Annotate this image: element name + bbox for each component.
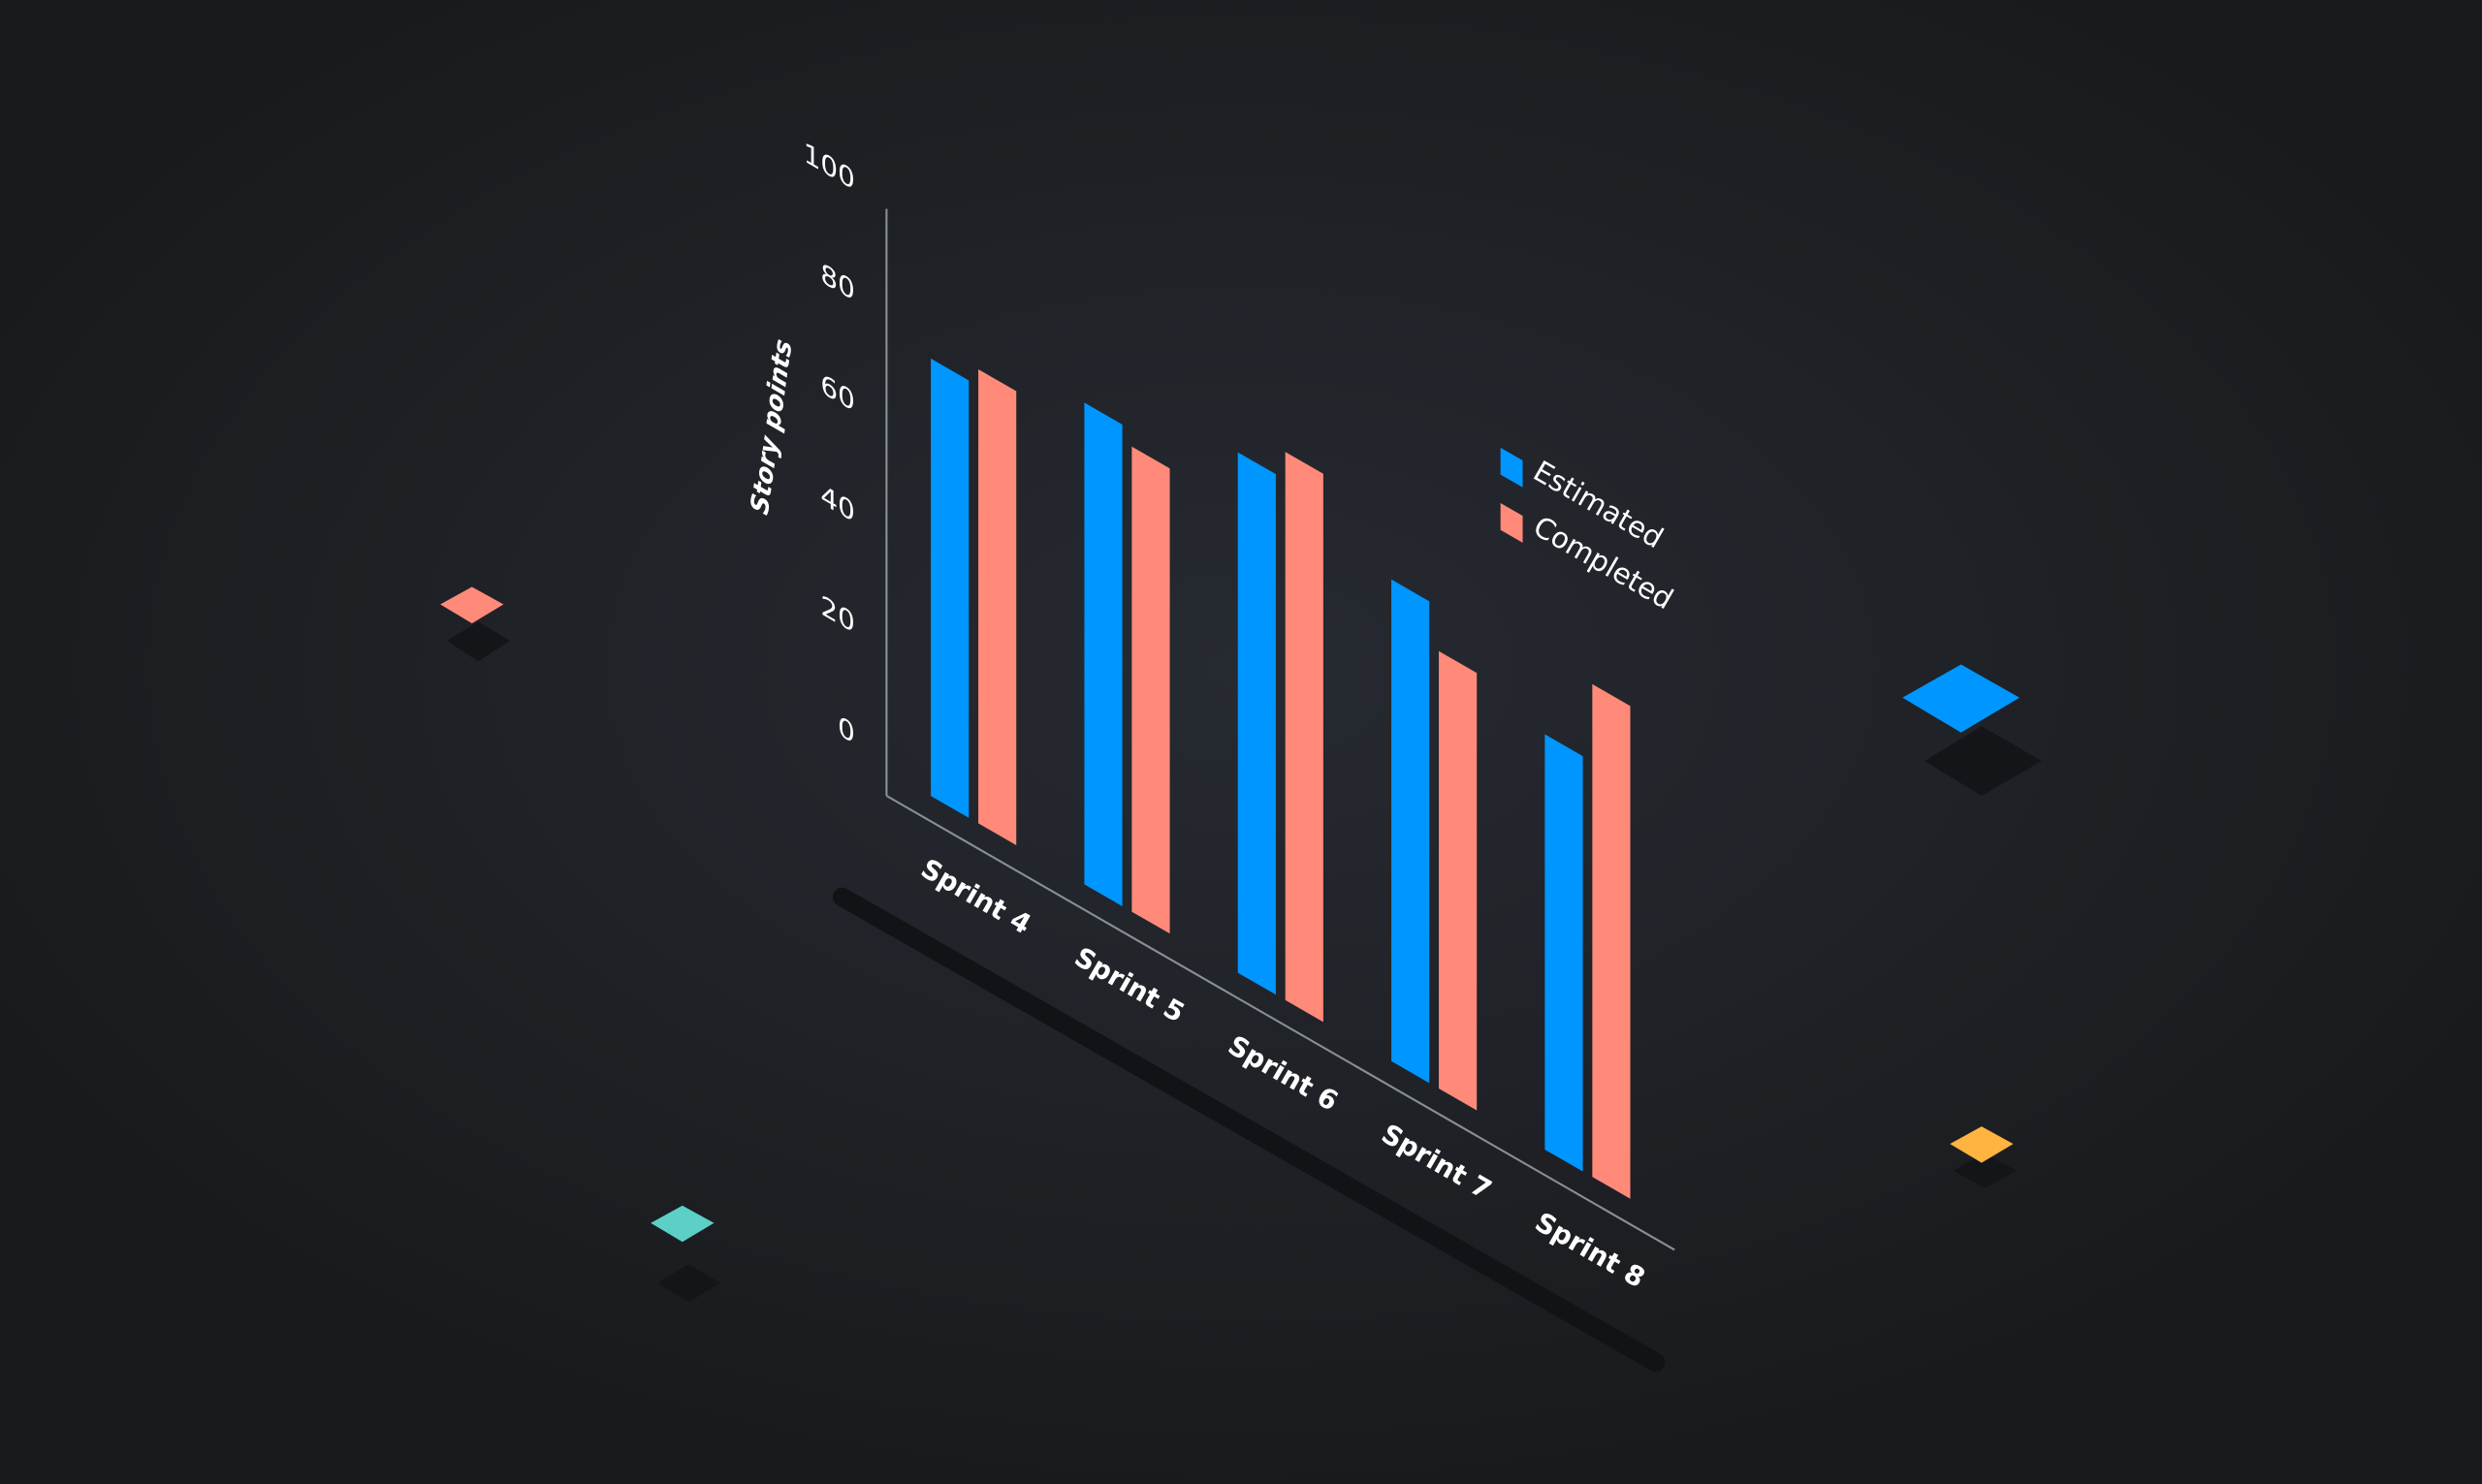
decoration	[1902, 664, 2021, 733]
y-tick-label: 0	[838, 710, 855, 751]
decoration-shadow	[656, 1264, 721, 1303]
bar	[1084, 402, 1123, 906]
bar	[1439, 650, 1478, 1111]
decoration-shadow	[446, 621, 510, 662]
bar	[978, 368, 1017, 845]
decoration-shadow	[1925, 726, 2042, 796]
bar	[1592, 683, 1631, 1199]
decoration	[651, 1205, 715, 1243]
bar	[1285, 452, 1323, 1023]
legend-swatch	[1500, 503, 1523, 543]
floor-shadow	[832, 887, 1666, 1373]
bar	[1237, 452, 1276, 995]
legend-swatch	[1500, 447, 1523, 488]
bar	[1131, 446, 1170, 934]
bar	[1544, 734, 1583, 1172]
bar	[931, 358, 970, 818]
decoration	[1950, 1126, 2014, 1163]
x-axis	[885, 795, 1675, 1251]
decoration	[440, 586, 504, 624]
bar	[1391, 579, 1430, 1084]
